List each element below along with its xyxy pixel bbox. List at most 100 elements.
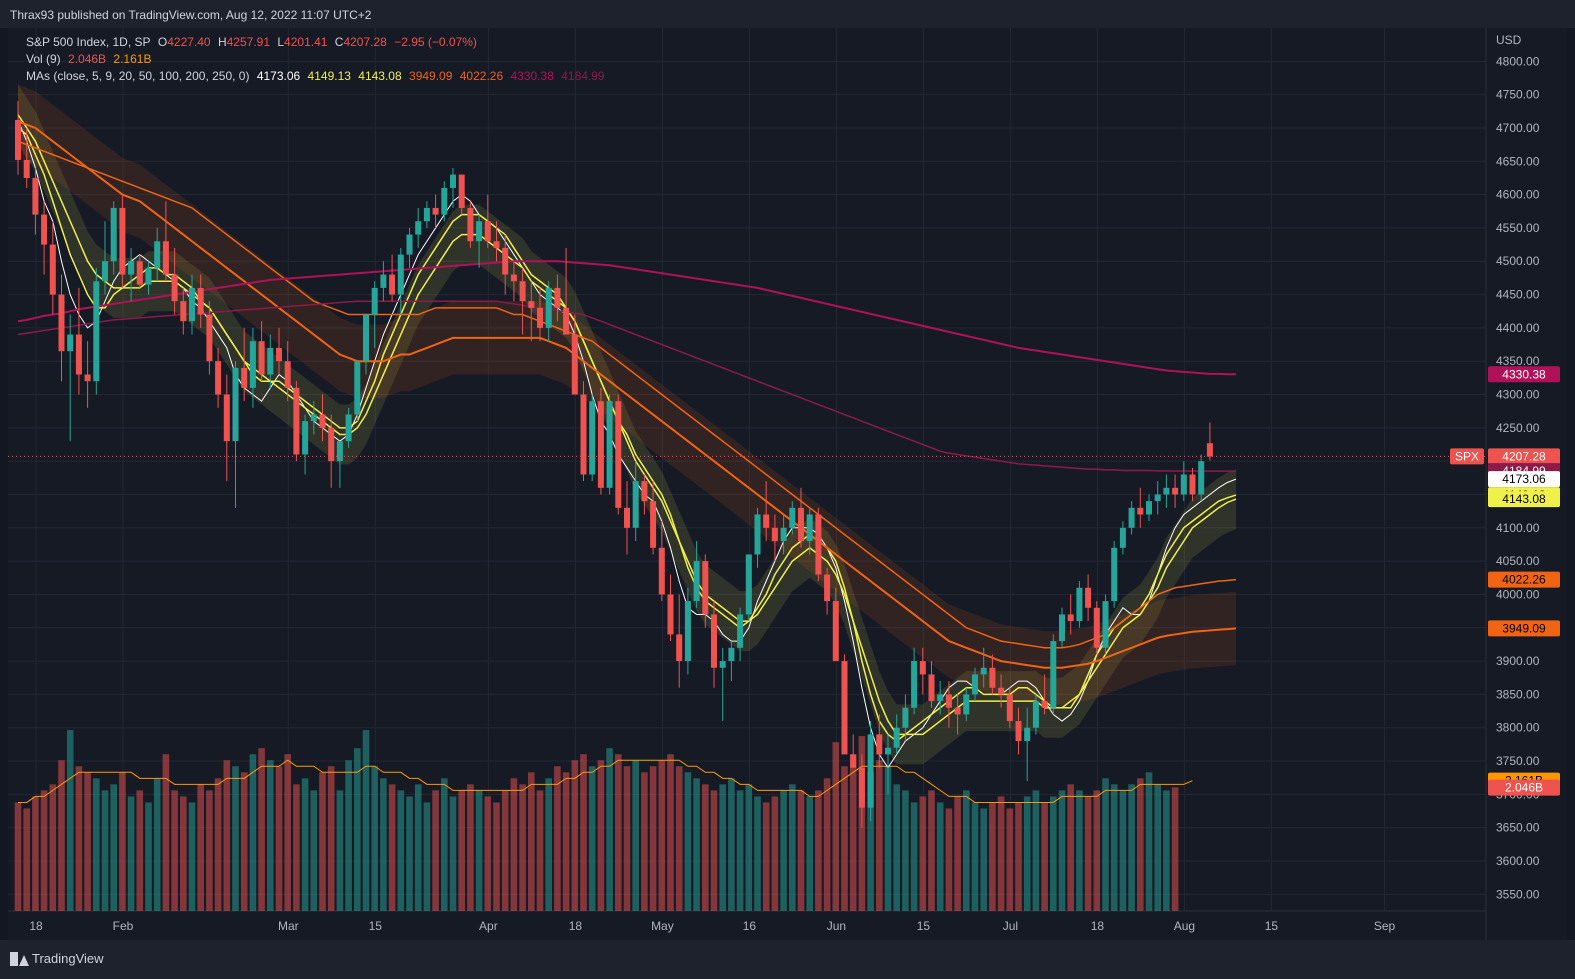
volume-bar [936, 802, 944, 911]
price-axis-badge [1488, 491, 1560, 508]
candle-body [919, 661, 926, 675]
volume-bar [945, 808, 953, 911]
y-tick-label: 3850.00 [1496, 687, 1540, 701]
volume-bar [188, 802, 196, 911]
candle-body [1137, 507, 1144, 515]
x-tick-label: Aug [1174, 919, 1195, 933]
ma-line-100 [17, 140, 1237, 649]
candle-body [1076, 587, 1083, 622]
chart-area[interactable]: 4800.00 4750.00 4700.00 4650.00 4600.00 4550.… [8, 28, 1567, 940]
candle-body [563, 307, 570, 335]
candle-body [23, 159, 30, 178]
y-tick-label: 3900.00 [1496, 654, 1540, 668]
y-tick-label: 4700.00 [1496, 121, 1540, 135]
candle-body [597, 401, 604, 488]
candle-body [702, 561, 709, 615]
candle-body [467, 207, 474, 242]
candle-body [658, 547, 665, 595]
volume-bar [449, 796, 457, 911]
price-chart-svg[interactable]: 4800.00 4750.00 4700.00 4650.00 4600.00 4550.… [8, 28, 1567, 940]
volume-bar [989, 802, 996, 911]
candle-body [780, 527, 787, 542]
y-tick-label: 3800.00 [1496, 721, 1540, 735]
candle-body [128, 261, 135, 275]
ma-value-100: 4022.26 [459, 69, 504, 83]
volume-bar [232, 766, 239, 911]
candle-body [1180, 474, 1187, 495]
candle-body [32, 177, 39, 215]
candle-body [215, 361, 222, 395]
volume-bar [615, 754, 622, 911]
x-tick-label: Jun [827, 919, 846, 933]
ma-value-250: 4184.99 [561, 69, 605, 83]
candle-body [1206, 443, 1213, 457]
volume-bar [197, 784, 204, 911]
candle-body [963, 694, 970, 715]
published-bar: Thrax93 published on TradingView.com, Au… [0, 0, 1575, 28]
candle-body [1032, 701, 1039, 728]
candle-body [67, 334, 74, 352]
volume-bar [841, 766, 848, 911]
volume-bar [380, 778, 387, 911]
volume-bar [206, 790, 213, 911]
volume-bar [319, 772, 326, 911]
candle-body [171, 274, 178, 302]
candle-body [693, 561, 700, 602]
y-tick-label: 4400.00 [1496, 321, 1540, 335]
published-text: Thrax93 published on TradingView.com, Au… [10, 8, 372, 22]
candle-body [606, 401, 613, 488]
candle-body [1189, 474, 1196, 495]
candle-body [1198, 461, 1205, 495]
ma-label[interactable]: MAs (close, 5, 9, 20, 50, 100, 200, 250,… [26, 69, 250, 83]
candle-body [180, 301, 187, 322]
y-tick-label: 4750.00 [1496, 88, 1540, 102]
volume-bar [475, 790, 483, 911]
volume-bar [214, 778, 222, 911]
candle-body [615, 401, 622, 508]
volume-label[interactable]: Vol (9) [26, 52, 61, 66]
volume-value-2: 2.161B [113, 52, 152, 66]
candle-body [815, 514, 822, 575]
candle-body [189, 287, 195, 322]
candle-body [1059, 614, 1065, 642]
x-tick-label: 15 [369, 919, 383, 933]
volume-bar [893, 784, 900, 911]
volume-bar [736, 790, 744, 911]
volume-bar [327, 766, 335, 911]
volume-bar [849, 754, 857, 911]
x-tick-label: 18 [29, 919, 43, 933]
volume-bar [119, 772, 126, 911]
candle-body [519, 281, 526, 302]
ma-line-5 [17, 119, 1237, 769]
volume-bar [1119, 790, 1127, 911]
volume-bar [780, 790, 787, 911]
volume-bar [223, 760, 231, 911]
y-tick-label: 4050.00 [1496, 554, 1540, 568]
volume-bar [823, 778, 831, 911]
candle-body [589, 401, 596, 475]
open-label: O [157, 35, 168, 49]
candle-body [867, 734, 874, 808]
candle-body [406, 234, 413, 255]
candle-body [1093, 607, 1100, 648]
candle-body [554, 287, 561, 308]
volume-bar [93, 778, 100, 911]
volume-bar [501, 790, 509, 911]
tradingview-logo[interactable]: TradingView [10, 951, 104, 966]
candle-body [571, 334, 578, 395]
x-tick-label: 18 [569, 919, 583, 933]
volume-bar [536, 790, 544, 911]
symbol-legend: S&P 500 Index, 1D, SP O4227.40 H4257.91 … [26, 35, 481, 49]
candle-body [954, 707, 961, 715]
volume-bar [632, 760, 639, 911]
symbol-name[interactable]: S&P 500 Index, 1D, SP [26, 35, 151, 49]
candle-body [841, 661, 848, 755]
x-tick-label: Jul [1003, 919, 1018, 933]
candle-body [49, 244, 56, 295]
volume-bar [997, 796, 1005, 911]
change-value: −2.95 (−0.07%) [394, 35, 477, 49]
volume-bar [954, 796, 961, 911]
volume-bar [423, 802, 431, 911]
candle-body [667, 594, 674, 635]
candle-body [58, 294, 65, 352]
